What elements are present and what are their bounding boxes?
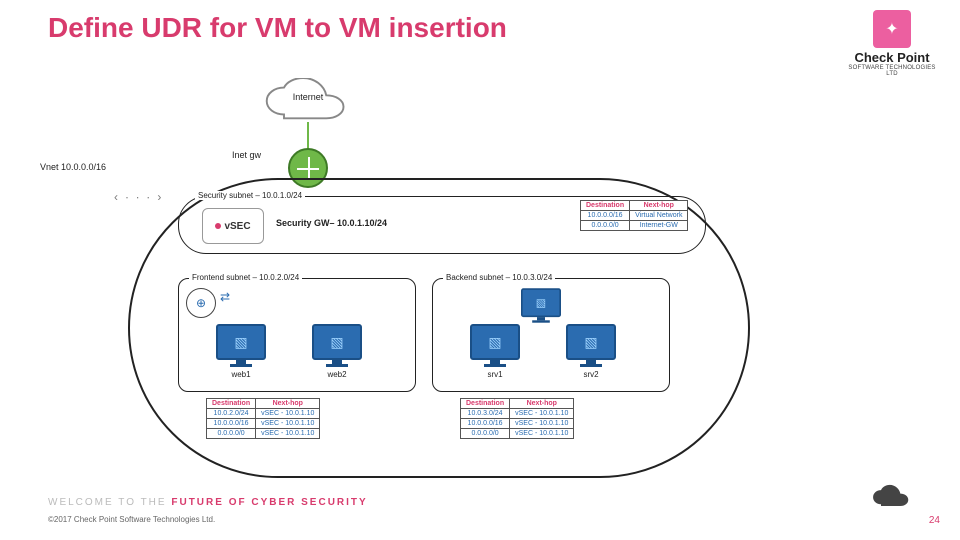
tagline-pre: WELCOME TO THE [48, 497, 171, 508]
security-subnet-label: Security subnet – 10.0.1.0/24 [195, 191, 305, 200]
udr-cell: 10.0.2.0/24 [207, 409, 256, 419]
inet-gw-label: Inet gw [232, 150, 261, 160]
vm-srv2-label: srv2 [566, 370, 616, 379]
udr-cell: Virtual Network [630, 211, 688, 221]
vsec-text: vSEC [224, 221, 250, 232]
udr-header: Destination [581, 201, 630, 211]
udr-cell: 0.0.0.0/0 [581, 221, 630, 231]
udr-cell: 0.0.0.0/0 [461, 429, 510, 439]
vm-web2: ▧ web2 [312, 324, 362, 379]
vsec-appliance-icon: vSEC [202, 208, 264, 244]
logo-sub: SOFTWARE TECHNOLOGIES LTD [842, 65, 942, 77]
udr-row: 0.0.0.0/0vSEC - 10.0.1.10 [207, 429, 320, 439]
footer-cloud-icon [870, 484, 914, 510]
lb-arrows-icon: ⇄ [220, 290, 230, 304]
frontend-subnet-label: Frontend subnet – 10.0.2.0/24 [189, 273, 302, 282]
udr-cell: 10.0.0.0/16 [207, 419, 256, 429]
page-number: 24 [929, 515, 940, 526]
udr-cell: 10.0.0.0/16 [461, 419, 510, 429]
tagline-em: FUTURE OF CYBER SECURITY [171, 497, 367, 508]
udr-cell: vSEC - 10.0.1.10 [256, 409, 320, 419]
udr-cell: vSEC - 10.0.1.10 [510, 429, 574, 439]
vnet-peering-icon: ‹ ∙ ∙ ∙ › [114, 190, 163, 204]
udr-table-frontend: DestinationNext-hop10.0.2.0/24vSEC - 10.… [206, 398, 320, 439]
vm-web2-label: web2 [312, 370, 362, 379]
udr-cell: vSEC - 10.0.1.10 [256, 419, 320, 429]
checkpoint-logo: ✦ Check Point SOFTWARE TECHNOLOGIES LTD [842, 10, 942, 77]
tagline: WELCOME TO THE FUTURE OF CYBER SECURITY [48, 497, 368, 508]
udr-row: 10.0.0.0/16vSEC - 10.0.1.10 [207, 419, 320, 429]
vm-srv2: ▧ srv2 [566, 324, 616, 379]
udr-table-backend: DestinationNext-hop10.0.3.0/24vSEC - 10.… [460, 398, 574, 439]
udr-header: Next-hop [630, 201, 688, 211]
udr-header: Next-hop [510, 399, 574, 409]
internet-cloud: Internet [260, 78, 356, 126]
internet-label: Internet [260, 92, 356, 102]
udr-row: 0.0.0.0/0Internet-GW [581, 221, 688, 231]
udr-cell: 10.0.0.0/16 [581, 211, 630, 221]
backend-subnet-label: Backend subnet – 10.0.3.0/24 [443, 273, 555, 282]
udr-cell: 0.0.0.0/0 [207, 429, 256, 439]
vm-backend-top: ▧ [521, 288, 561, 322]
udr-header: Destination [207, 399, 256, 409]
vm-web1-label: web1 [216, 370, 266, 379]
udr-cell: vSEC - 10.0.1.10 [256, 429, 320, 439]
copyright: ©2017 Check Point Software Technologies … [48, 515, 215, 524]
udr-row: 10.0.2.0/24vSEC - 10.0.1.10 [207, 409, 320, 419]
udr-cell: vSEC - 10.0.1.10 [510, 419, 574, 429]
vnet-label: Vnet 10.0.0.0/16 [40, 162, 106, 172]
internet-link-line [307, 122, 309, 150]
udr-row: 10.0.0.0/16Virtual Network [581, 211, 688, 221]
udr-cell: Internet-GW [630, 221, 688, 231]
slide: Define UDR for VM to VM insertion ✦ Chec… [0, 0, 960, 540]
vm-web1: ▧ web1 [216, 324, 266, 379]
udr-header: Destination [461, 399, 510, 409]
slide-title: Define UDR for VM to VM insertion [48, 12, 507, 44]
udr-row: 10.0.3.0/24vSEC - 10.0.1.10 [461, 409, 574, 419]
vm-srv1-label: srv1 [470, 370, 520, 379]
logo-brand: Check Point [842, 50, 942, 65]
load-balancer-icon: ⊕ [186, 288, 216, 318]
udr-row: 10.0.0.0/16vSEC - 10.0.1.10 [461, 419, 574, 429]
vm-srv1: ▧ srv1 [470, 324, 520, 379]
udr-header: Next-hop [256, 399, 320, 409]
udr-cell: vSEC - 10.0.1.10 [510, 409, 574, 419]
udr-table-security: DestinationNext-hop10.0.0.0/16Virtual Ne… [580, 200, 688, 231]
udr-cell: 10.0.3.0/24 [461, 409, 510, 419]
security-gw-label: Security GW– 10.0.1.10/24 [276, 218, 387, 228]
udr-row: 0.0.0.0/0vSEC - 10.0.1.10 [461, 429, 574, 439]
